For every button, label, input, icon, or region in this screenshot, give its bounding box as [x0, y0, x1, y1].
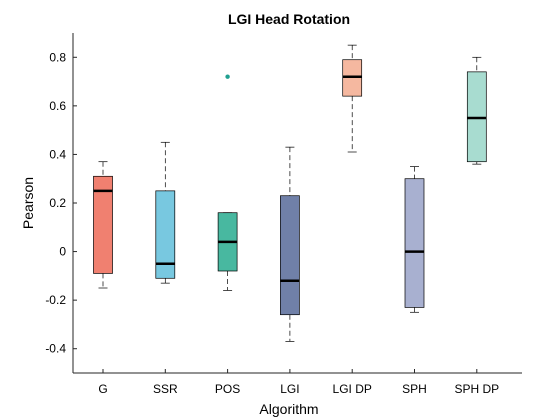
- y-tick-label: 0: [59, 245, 66, 259]
- x-tick-label: SPH: [402, 382, 427, 396]
- outlier-point: [225, 74, 230, 79]
- box-group-pos: [217, 74, 238, 291]
- y-axis-label: Pearson: [20, 177, 36, 229]
- x-tick-label: LGI DP: [333, 382, 372, 396]
- chart-title: LGI Head Rotation: [228, 11, 350, 27]
- y-tick-label: -0.4: [45, 342, 66, 356]
- box-ssr: [155, 190, 176, 279]
- box-group-ssr: [155, 141, 176, 284]
- y-tick-label: -0.2: [45, 293, 66, 307]
- y-tick-label: 0.8: [49, 50, 66, 64]
- x-axis-ticks: G SSR POS LGI LGI DP SPH SPH DP: [98, 369, 499, 396]
- box-g: [93, 175, 113, 274]
- box-group-sph-dp: [466, 56, 487, 165]
- y-tick-label: 0.6: [49, 99, 66, 113]
- x-tick-label: G: [98, 382, 107, 396]
- y-tick-label: 0.2: [49, 196, 66, 210]
- x-tick-label: POS: [215, 382, 240, 396]
- y-axis-ticks: -0.4 -0.2 0 0.2 0.4 0.6 0.8: [45, 50, 77, 356]
- box-lgi: [280, 195, 300, 316]
- box-group-lgi-dp: [342, 44, 363, 153]
- x-tick-label: SPH DP: [454, 382, 499, 396]
- box-group-lgi: [280, 146, 300, 342]
- x-tick-label: SSR: [153, 382, 178, 396]
- box-group-g: [93, 161, 113, 289]
- y-tick-label: 0.4: [49, 147, 66, 161]
- box-group-sph: [404, 166, 425, 313]
- box-sph: [404, 178, 425, 308]
- x-axis-label: Algorithm: [259, 401, 318, 417]
- plot-area: [93, 44, 487, 342]
- x-tick-label: LGI: [280, 382, 299, 396]
